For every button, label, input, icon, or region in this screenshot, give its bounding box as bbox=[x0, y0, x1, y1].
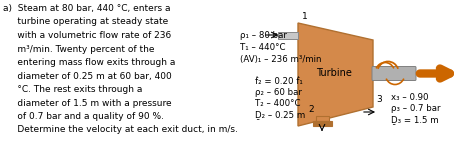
Text: m³/min. Twenty percent of the: m³/min. Twenty percent of the bbox=[3, 45, 154, 53]
Text: T₂ – 400°C: T₂ – 400°C bbox=[255, 99, 300, 108]
Bar bbox=[278, 31, 298, 38]
Text: of 0.7 bar and a quality of 90 %.: of 0.7 bar and a quality of 90 %. bbox=[3, 112, 164, 121]
Text: (AV)₁ – 236 m³/min: (AV)₁ – 236 m³/min bbox=[240, 55, 321, 64]
Text: Determine the velocity at each exit duct, in m/s.: Determine the velocity at each exit duct… bbox=[3, 125, 238, 135]
Text: Ḏ₃ = 1.5 m: Ḏ₃ = 1.5 m bbox=[391, 115, 438, 124]
Text: turbine operating at steady state: turbine operating at steady state bbox=[3, 17, 168, 27]
Text: ḟ₂ = 0.20 ḟ₁: ḟ₂ = 0.20 ḟ₁ bbox=[255, 77, 303, 86]
Bar bbox=[315, 116, 328, 121]
Text: diameter of 0.25 m at 60 bar, 400: diameter of 0.25 m at 60 bar, 400 bbox=[3, 72, 172, 80]
Text: ρ₃ – 0.7 bar: ρ₃ – 0.7 bar bbox=[391, 104, 440, 113]
Text: Turbine: Turbine bbox=[316, 67, 352, 77]
Text: ρ₁ – 80 bar: ρ₁ – 80 bar bbox=[240, 31, 287, 40]
Text: entering mass flow exits through a: entering mass flow exits through a bbox=[3, 58, 175, 67]
Text: with a volumetric flow rate of 236: with a volumetric flow rate of 236 bbox=[3, 31, 171, 40]
Text: 3: 3 bbox=[376, 95, 382, 104]
Text: a)  Steam at 80 bar, 440 °C, enters a: a) Steam at 80 bar, 440 °C, enters a bbox=[3, 4, 171, 13]
Polygon shape bbox=[298, 23, 373, 126]
Text: 1: 1 bbox=[302, 12, 308, 21]
Text: °C. The rest exits through a: °C. The rest exits through a bbox=[3, 85, 142, 94]
Text: T₁ – 440°C: T₁ – 440°C bbox=[240, 43, 286, 52]
Text: x₃ – 0.90: x₃ – 0.90 bbox=[391, 93, 429, 102]
Text: ρ₂ – 60 bar: ρ₂ – 60 bar bbox=[255, 88, 302, 97]
Text: Ḏ₂ – 0.25 m: Ḏ₂ – 0.25 m bbox=[255, 110, 305, 119]
Bar bbox=[312, 121, 332, 126]
Text: diameter of 1.5 m with a pressure: diameter of 1.5 m with a pressure bbox=[3, 98, 172, 107]
FancyBboxPatch shape bbox=[372, 66, 416, 80]
Text: 2: 2 bbox=[308, 105, 314, 114]
